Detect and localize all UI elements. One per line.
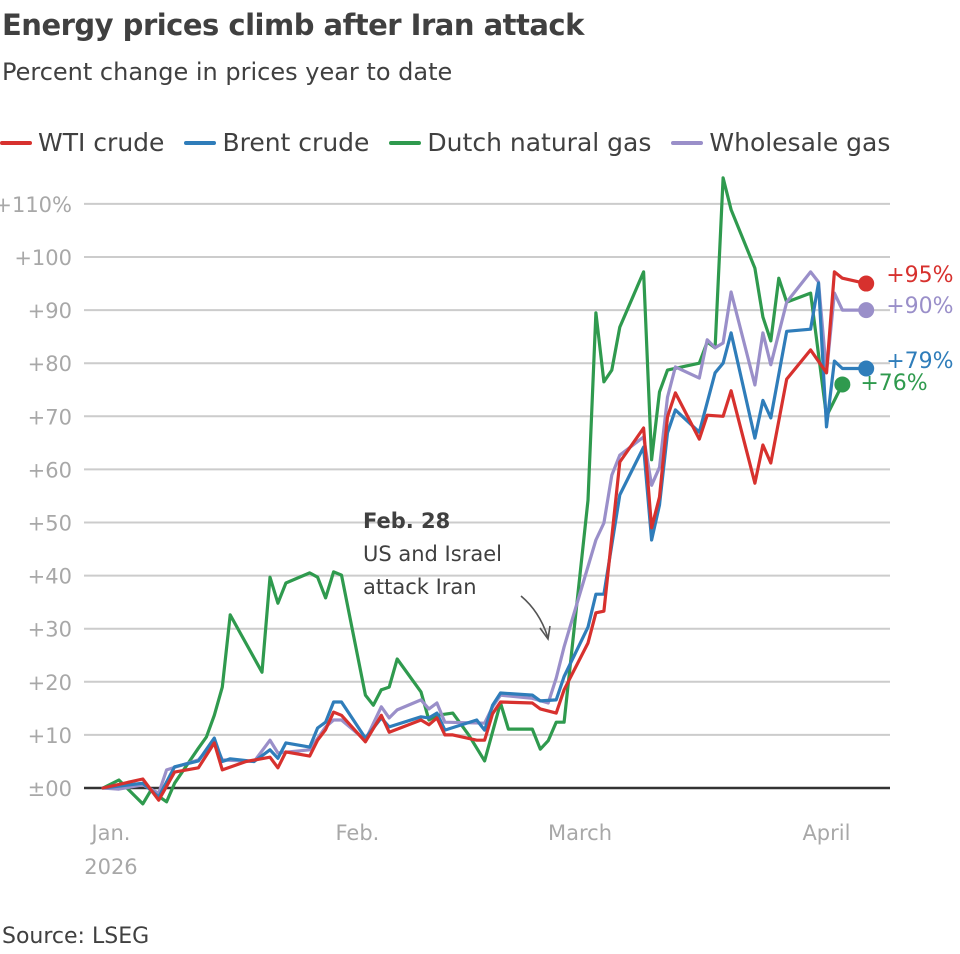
series-line-dutch-natural-gas [101, 176, 844, 806]
annotation-text: US and Israel [363, 542, 502, 566]
legend-label-wholesale-gas: Wholesale gas [709, 128, 891, 157]
annotation-arrowhead-icon [539, 625, 551, 642]
legend-swatch-wholesale-gas [671, 140, 704, 145]
legend-item-dutch-gas: Dutch natural gas [389, 128, 651, 157]
legend-swatch-dutch-gas [389, 140, 422, 145]
chart-title: Energy prices climb after Iran attack [2, 8, 584, 42]
legend-swatch-wti [0, 140, 32, 145]
legend-label-brent: Brent crude [222, 128, 370, 157]
y-tick-label: +30 [28, 618, 72, 642]
y-tick-label: +110% [0, 193, 72, 217]
annotation-text: attack Iran [363, 575, 477, 599]
series-line-wholesale-gas [101, 270, 868, 795]
legend-label-wti: WTI crude [38, 128, 165, 157]
annotation-arrow [520, 595, 549, 639]
end-value-label: +79% [886, 349, 953, 374]
series-line-wti-crude [101, 270, 868, 802]
end-marker [858, 275, 875, 292]
legend-item-wholesale-gas: Wholesale gas [671, 128, 890, 157]
x-tick-label: Jan. [89, 821, 130, 845]
y-tick-label: +80 [28, 352, 72, 376]
y-tick-label: +60 [28, 458, 72, 482]
legend-item-brent: Brent crude [184, 128, 369, 157]
end-marker [858, 302, 875, 319]
y-tick-label: +40 [28, 565, 72, 589]
end-value-label: +95% [886, 263, 953, 288]
annotation-heading: Feb. 28 [363, 509, 450, 533]
end-marker [834, 376, 851, 393]
x-tick-label: April [802, 821, 850, 845]
legend-label-dutch-gas: Dutch natural gas [427, 128, 652, 157]
y-tick-label: +10 [28, 724, 72, 748]
x-tick-sublabel: 2026 [84, 855, 137, 879]
x-tick-label: March [548, 821, 612, 845]
y-tick-label: +100 [14, 246, 72, 270]
legend-swatch-brent [184, 140, 217, 145]
end-value-label: +76% [860, 371, 927, 396]
legend: WTI crude Brent crude Dutch natural gas … [0, 128, 890, 157]
y-tick-label: +50 [28, 512, 72, 536]
x-tick-label: Feb. [335, 821, 379, 845]
legend-item-wti: WTI crude [0, 128, 164, 157]
y-tick-label: ±00 [28, 777, 72, 801]
chart-subtitle: Percent change in prices year to date [2, 58, 453, 86]
y-tick-label: +20 [28, 671, 72, 695]
y-tick-label: +90 [28, 299, 72, 323]
series-line-brent-crude [101, 281, 868, 799]
y-tick-label: +70 [28, 405, 72, 429]
source-note: Source: LSEG [2, 924, 150, 949]
end-value-label: +90% [886, 294, 953, 319]
end-marker [858, 360, 875, 377]
